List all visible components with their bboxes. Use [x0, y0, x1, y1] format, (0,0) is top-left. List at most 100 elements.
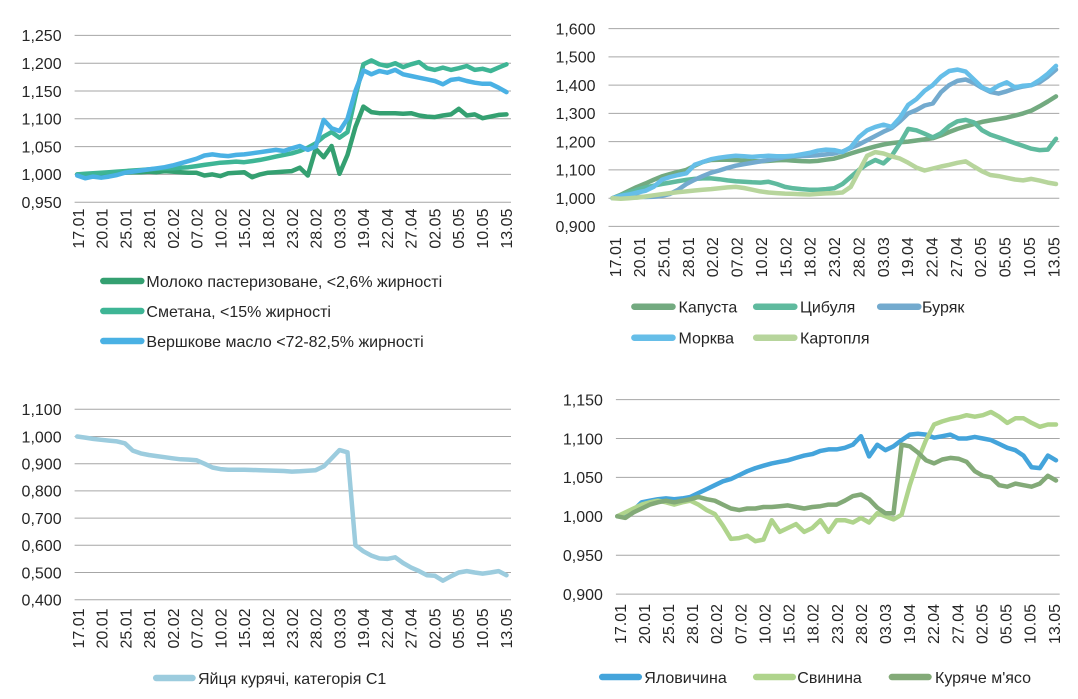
svg-text:17.01: 17.01 [71, 209, 88, 249]
svg-text:1,100: 1,100 [555, 163, 595, 180]
svg-text:13.05: 13.05 [1047, 604, 1064, 644]
svg-text:27.04: 27.04 [404, 209, 421, 249]
svg-text:28.02: 28.02 [309, 209, 326, 249]
svg-text:03.03: 03.03 [332, 608, 349, 648]
svg-text:20.01: 20.01 [95, 209, 112, 249]
svg-text:02.02: 02.02 [705, 237, 722, 277]
svg-text:25.01: 25.01 [118, 209, 135, 249]
svg-text:1,150: 1,150 [22, 84, 62, 101]
svg-text:02.02: 02.02 [166, 608, 183, 648]
svg-text:27.04: 27.04 [404, 608, 421, 648]
svg-text:1,000: 1,000 [22, 429, 62, 446]
svg-text:22.04: 22.04 [380, 209, 397, 249]
svg-text:1,050: 1,050 [22, 139, 62, 156]
svg-text:13.05: 13.05 [499, 209, 516, 249]
svg-text:22.04: 22.04 [925, 237, 942, 277]
svg-text:10.02: 10.02 [214, 608, 231, 648]
svg-text:1,250: 1,250 [22, 28, 62, 45]
svg-text:22.04: 22.04 [926, 604, 943, 644]
svg-text:20.01: 20.01 [637, 604, 654, 644]
svg-text:19.04: 19.04 [900, 237, 917, 277]
svg-text:Цибуля: Цибуля [800, 300, 855, 317]
svg-text:19.04: 19.04 [356, 608, 373, 648]
svg-text:0,950: 0,950 [563, 548, 603, 565]
svg-text:Свинина: Свинина [797, 670, 862, 687]
svg-text:Яйця курячі, категорія С1: Яйця курячі, категорія С1 [198, 671, 386, 688]
svg-text:18.02: 18.02 [261, 209, 278, 249]
svg-text:25.01: 25.01 [661, 604, 678, 644]
svg-text:13.05: 13.05 [1046, 237, 1063, 277]
svg-text:1,100: 1,100 [22, 402, 62, 419]
svg-text:28.01: 28.01 [142, 608, 159, 648]
svg-text:0,900: 0,900 [563, 587, 603, 604]
svg-text:0,400: 0,400 [22, 593, 62, 610]
svg-text:19.04: 19.04 [902, 604, 919, 644]
svg-text:27.04: 27.04 [950, 604, 967, 644]
svg-text:Морква: Морква [679, 331, 735, 348]
svg-text:18.02: 18.02 [803, 237, 820, 277]
svg-text:07.02: 07.02 [730, 237, 747, 277]
svg-text:25.01: 25.01 [118, 608, 135, 648]
svg-text:0,800: 0,800 [22, 484, 62, 501]
svg-text:07.02: 07.02 [190, 209, 207, 249]
svg-text:1,100: 1,100 [22, 112, 62, 129]
svg-text:23.02: 23.02 [827, 237, 844, 277]
svg-text:0,900: 0,900 [555, 219, 595, 236]
svg-text:19.04: 19.04 [356, 209, 373, 249]
svg-text:Яловичина: Яловичина [644, 670, 727, 687]
svg-text:0,950: 0,950 [22, 195, 62, 212]
svg-text:10.05: 10.05 [1022, 237, 1039, 277]
svg-text:23.02: 23.02 [285, 209, 302, 249]
svg-text:02.05: 02.05 [428, 608, 445, 648]
svg-text:27.04: 27.04 [949, 237, 966, 277]
svg-text:Картопля: Картопля [800, 331, 869, 348]
svg-text:0,900: 0,900 [22, 457, 62, 474]
svg-text:1,200: 1,200 [555, 134, 595, 151]
svg-text:15.02: 15.02 [782, 604, 799, 644]
svg-text:28.01: 28.01 [681, 237, 698, 277]
svg-text:Куряче м'ясо: Куряче м'ясо [935, 670, 1031, 687]
svg-text:Молоко пастеризоване, <2,6% жи: Молоко пастеризоване, <2,6% жирності [146, 274, 442, 291]
svg-text:23.02: 23.02 [830, 604, 847, 644]
svg-text:18.02: 18.02 [806, 604, 823, 644]
svg-text:10.02: 10.02 [754, 237, 771, 277]
svg-text:05.05: 05.05 [451, 209, 468, 249]
svg-text:0,700: 0,700 [22, 511, 62, 528]
svg-text:15.02: 15.02 [237, 608, 254, 648]
svg-text:1,600: 1,600 [555, 21, 595, 38]
svg-text:0,600: 0,600 [22, 538, 62, 555]
svg-text:1,300: 1,300 [555, 106, 595, 123]
svg-text:15.02: 15.02 [778, 237, 795, 277]
svg-text:05.05: 05.05 [451, 608, 468, 648]
svg-text:18.02: 18.02 [261, 608, 278, 648]
svg-text:02.02: 02.02 [166, 209, 183, 249]
svg-text:1,000: 1,000 [563, 509, 603, 526]
svg-text:02.05: 02.05 [428, 209, 445, 249]
svg-text:17.01: 17.01 [613, 604, 630, 644]
svg-text:1,200: 1,200 [22, 56, 62, 73]
svg-text:28.01: 28.01 [142, 209, 159, 249]
svg-text:10.02: 10.02 [758, 604, 775, 644]
svg-text:Буряк: Буряк [922, 300, 965, 317]
svg-text:10.05: 10.05 [475, 209, 492, 249]
svg-text:20.01: 20.01 [632, 237, 649, 277]
svg-text:1,000: 1,000 [22, 167, 62, 184]
svg-text:13.05: 13.05 [499, 608, 516, 648]
svg-text:0,500: 0,500 [22, 565, 62, 582]
svg-text:17.01: 17.01 [608, 237, 625, 277]
svg-text:1,500: 1,500 [555, 50, 595, 67]
svg-text:28.01: 28.01 [685, 604, 702, 644]
svg-text:10.05: 10.05 [1023, 604, 1040, 644]
svg-text:Вершкове масло <72-82,5% жирно: Вершкове масло <72-82,5% жирності [146, 334, 423, 351]
svg-text:22.04: 22.04 [380, 608, 397, 648]
svg-text:10.05: 10.05 [475, 608, 492, 648]
svg-text:02.02: 02.02 [709, 604, 726, 644]
svg-text:1,400: 1,400 [555, 78, 595, 95]
svg-text:07.02: 07.02 [733, 604, 750, 644]
svg-text:15.02: 15.02 [237, 209, 254, 249]
svg-text:10.02: 10.02 [214, 209, 231, 249]
svg-text:02.05: 02.05 [975, 604, 992, 644]
svg-text:1,050: 1,050 [563, 470, 603, 487]
svg-text:03.03: 03.03 [876, 237, 893, 277]
svg-text:1,000: 1,000 [555, 191, 595, 208]
